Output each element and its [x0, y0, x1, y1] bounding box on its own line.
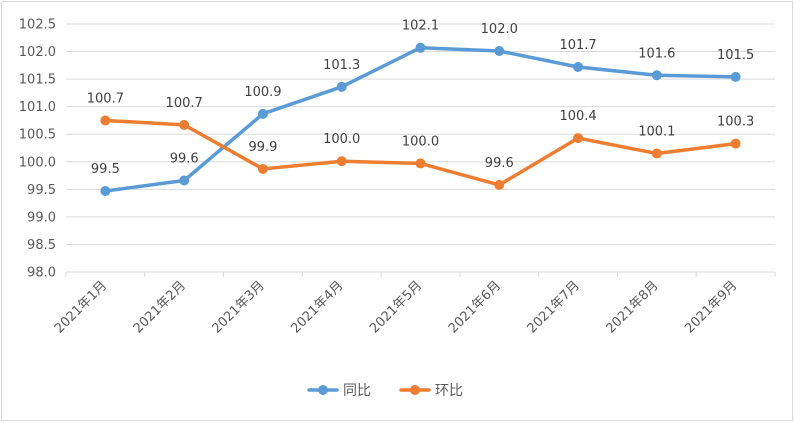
legend-label: 同比 — [343, 383, 371, 399]
data-point — [573, 61, 584, 72]
series-line-0 — [103, 45, 738, 193]
y-tick-label: 99.0 — [27, 210, 56, 225]
legend-label: 环比 — [435, 383, 463, 399]
y-tick-label: 101.5 — [19, 73, 56, 88]
data-label: 99.6 — [170, 152, 199, 167]
data-point — [415, 158, 426, 169]
data-label: 101.6 — [638, 46, 675, 61]
data-label: 102.0 — [481, 22, 518, 37]
data-label: 100.7 — [87, 91, 124, 106]
data-point — [415, 42, 426, 53]
legend-swatch-marker — [410, 385, 420, 395]
legend-swatch-marker — [318, 385, 328, 395]
series-layer — [100, 42, 741, 196]
data-label: 99.6 — [485, 156, 514, 171]
data-labels: 99.5 99.6 100.9 101.3 102.1 102.0 101.7 101.6 10… — [87, 19, 754, 177]
data-point — [257, 163, 268, 174]
y-tick-label: 99.5 — [27, 183, 56, 198]
data-label: 101.5 — [717, 48, 754, 63]
data-point — [100, 185, 111, 196]
x-tick-label: 2021年5月 — [367, 278, 425, 336]
x-tick-label: 2021年4月 — [288, 278, 346, 336]
data-label: 100.0 — [402, 134, 439, 149]
legend: 同比 环比 — [307, 383, 463, 399]
data-label: 100.7 — [166, 96, 203, 111]
data-point — [651, 148, 662, 159]
data-label: 101.7 — [559, 38, 596, 53]
y-tick-label: 102.0 — [19, 45, 56, 60]
x-tick-label: 2021年7月 — [525, 278, 583, 336]
y-tick-label: 98.0 — [27, 266, 56, 281]
data-point — [494, 179, 505, 190]
y-tick-label: 101.0 — [19, 100, 56, 115]
y-tick-label: 100.5 — [19, 128, 56, 143]
y-axis: 98.0 98.5 99.0 99.5 100.0 100.5 101.0 101.5 102.… — [19, 18, 56, 281]
x-tick-label: 2021年2月 — [131, 278, 189, 336]
data-point — [730, 138, 741, 149]
data-label: 100.3 — [717, 115, 754, 130]
x-tick-label: 2021年6月 — [446, 278, 504, 336]
data-point — [494, 46, 505, 57]
data-label: 100.1 — [638, 125, 675, 140]
x-tick-label: 2021年9月 — [682, 278, 740, 336]
data-label: 100.0 — [323, 132, 360, 147]
y-tick-label: 100.0 — [19, 155, 56, 170]
data-point — [179, 119, 190, 130]
data-label: 99.9 — [248, 140, 277, 155]
x-axis: 2021年1月 2021年2月 2021年3月 2021年4月 2021年5月 2021年… — [52, 272, 776, 336]
data-label: 99.5 — [91, 162, 120, 177]
data-point — [336, 156, 347, 167]
data-label: 100.4 — [559, 109, 596, 124]
data-point — [257, 108, 268, 119]
x-tick-label: 2021年1月 — [52, 278, 110, 336]
x-tick-label: 2021年3月 — [210, 278, 268, 336]
y-tick-label: 98.5 — [27, 238, 56, 253]
y-tick-label: 102.5 — [19, 18, 56, 33]
x-tick-label: 2021年8月 — [603, 278, 661, 336]
data-point — [730, 71, 741, 82]
data-label: 100.9 — [244, 85, 281, 100]
data-point — [179, 175, 190, 186]
data-label: 102.1 — [402, 19, 439, 34]
data-point — [100, 115, 111, 126]
data-point — [336, 81, 347, 92]
data-label: 101.3 — [323, 58, 360, 73]
data-point — [651, 70, 662, 81]
data-point — [573, 133, 584, 144]
